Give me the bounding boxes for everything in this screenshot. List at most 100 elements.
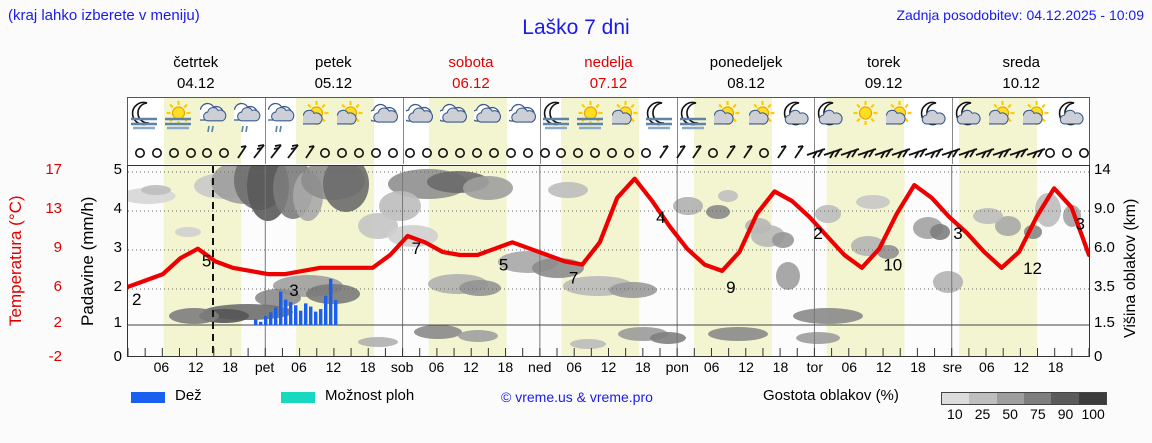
cloud-blob-12 [463,176,513,200]
cloud-density-segment-10 [942,393,970,404]
temperature-curve [128,176,1089,289]
wind-barb-calm [753,138,779,162]
sun-cloud-icon [984,99,1016,135]
sun-fog-icon [577,99,604,135]
temperature-tick-6: 6 [53,278,62,295]
day-name: sreda [1002,54,1040,71]
wind-barb-calm [382,138,408,162]
wind-barb-calm [534,138,560,162]
cloud-height-axis-title: Višina oblakov (km) [1122,198,1139,338]
precip-bar-6 [284,299,288,325]
wind-barb-moderate [281,138,307,162]
x-label-18-26: 18 [1047,359,1064,375]
wind-barb-calm [129,138,155,162]
wind-barb-strong [921,138,947,162]
wind-barb-strong [854,138,880,162]
temperature-label-2-0: 2 [132,290,141,309]
precip-bar-15 [329,278,333,325]
wind-barb-calm [180,138,206,162]
cloud-blob-28 [718,190,738,202]
x-label-06-0: 06 [153,359,170,375]
cloud-rain-icon [228,99,261,135]
day-header-2: petek 05.12 [265,52,403,95]
day-name: nedelja [584,54,633,71]
x-label-ned-11: ned [528,359,552,375]
temperature-label-7-3: 7 [412,239,421,258]
cloud-icon [402,99,433,135]
wind-barb-light [736,138,762,162]
cloud-blob-57 [570,339,606,349]
wind-barb-calm [348,138,374,162]
wind-barb-calm [584,138,610,162]
moon-cloud-icon [783,99,810,135]
wind-barb-strong [1023,138,1049,162]
cloud-density-value-90: 90 [1057,406,1074,422]
x-label-18-14: 18 [635,359,651,375]
day-header-3: sobota 06.12 [402,52,540,95]
wind-barb-calm [432,138,458,162]
wind-barb-strong [820,138,846,162]
cloud-blob-31 [793,308,863,324]
x-label-12-17: 12 [738,359,754,375]
moon-cloud-icon [920,99,947,135]
precipitation-tick-5: 5 [113,161,122,178]
day-date: 07.12 [589,75,628,92]
cloud-blob-1 [141,185,171,195]
sun-cloud-icon [298,99,330,135]
day-separator-4 [677,98,679,164]
wind-barb-calm [196,138,222,162]
temperature-label-3-12: 3 [1076,214,1085,233]
moon-fog-icon [131,99,158,135]
precip-bar-1 [259,321,263,325]
wind-barb-calm [601,138,627,162]
cloud-blob-56 [358,337,398,347]
precip-bar-4 [274,307,278,325]
temperature-label-3-10: 3 [953,224,962,243]
x-label-12-25: 12 [1013,359,1029,375]
cloud-density-label: Gostota oblakov (%) [763,387,899,404]
temperature-label-7-5: 7 [569,268,578,287]
wind-barb-light [787,138,813,162]
cloud-height-tick-14: 14 [1094,161,1111,178]
wind-barb-strong [972,138,998,162]
day-separator-6 [951,98,953,164]
day-date: 10.12 [1002,75,1040,92]
precip-bar-3 [269,312,273,325]
showers-legend-label: Možnost ploh [325,387,415,404]
x-label-tor-19: tor [806,359,824,375]
wind-barb-strong [905,138,931,162]
wind-barb-calm [449,138,475,162]
day-name: ponedeljek [709,54,783,71]
day-date: 04.12 [177,75,215,92]
x-label-18-6: 18 [359,359,376,375]
sun-icon [852,99,879,135]
wind-barb-strong [938,138,964,162]
temperature-label-12-11: 12 [1023,259,1042,278]
day-separator-5 [814,98,816,164]
copyright-text[interactable]: © vreme.us & vreme.pro [501,389,653,405]
moon-cloud-icon [1058,99,1085,135]
precip-bar-11 [309,306,313,325]
rain-legend-swatch [131,392,165,403]
sun-cloud-icon [607,99,639,135]
wind-barb-strong [888,138,914,162]
precip-bar-16 [334,300,338,325]
day-name: torek [866,54,901,71]
day-date: 05.12 [314,75,353,92]
cloud-rain-icon [263,99,295,135]
precip-bar-12 [314,311,318,325]
precip-bar-0 [254,319,258,325]
cloud-density-value-10: 10 [947,406,963,422]
cloud-density-value-75: 75 [1030,406,1046,422]
precip-bar-8 [294,305,298,325]
wind-barb-strong [803,138,829,162]
cloud-density-value-25: 25 [974,406,991,422]
wind-barb-calm [635,138,661,162]
precip-bar-13 [319,309,323,325]
precip-bar-2 [264,316,268,325]
last-update-text: Zadnja posodobitev: 04.12.2025 - 10:09 [896,7,1144,23]
wind-barb-strong [955,138,981,162]
cloud-blob-27 [706,205,730,219]
wind-barb-calm [1039,138,1065,162]
